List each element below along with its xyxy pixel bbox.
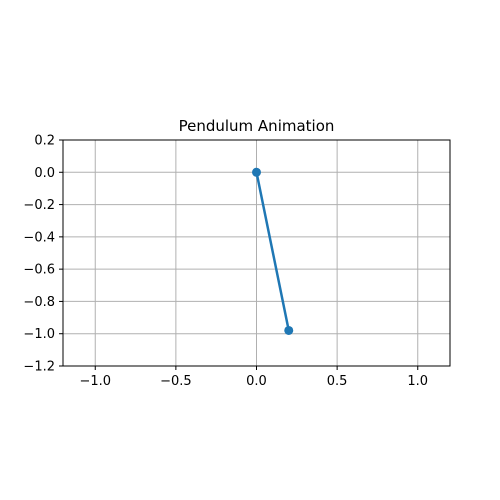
x-axis: −1.0 −0.5 0.0 0.5 1.0 <box>79 366 428 389</box>
y-tick-label: 0.2 <box>34 134 55 149</box>
x-tick-label: 0.0 <box>246 374 267 389</box>
x-tick-label: 1.0 <box>407 374 428 389</box>
pendulum-pivot-point <box>252 167 261 177</box>
y-axis: 0.2 0.0 −0.2 −0.4 −0.6 −0.8 −1.0 −1.2 <box>23 134 63 375</box>
y-tick-label: −0.8 <box>23 295 55 310</box>
pendulum-rod-line <box>255 171 290 332</box>
pendulum-bob-point <box>284 325 294 335</box>
x-tick-label: −1.0 <box>79 374 111 389</box>
x-tick-label: −0.5 <box>160 374 192 389</box>
y-tick-label: 0.0 <box>34 166 55 181</box>
series-layer <box>252 167 294 335</box>
y-tick-label: −0.4 <box>23 230 55 245</box>
y-tick-label: −0.6 <box>23 263 55 278</box>
chart-title: Pendulum Animation <box>179 117 335 135</box>
y-tick-label: −0.2 <box>23 198 55 213</box>
x-tick-label: 0.5 <box>327 374 348 389</box>
y-tick-label: −1.0 <box>23 327 55 342</box>
y-tick-label: −1.2 <box>23 360 55 375</box>
